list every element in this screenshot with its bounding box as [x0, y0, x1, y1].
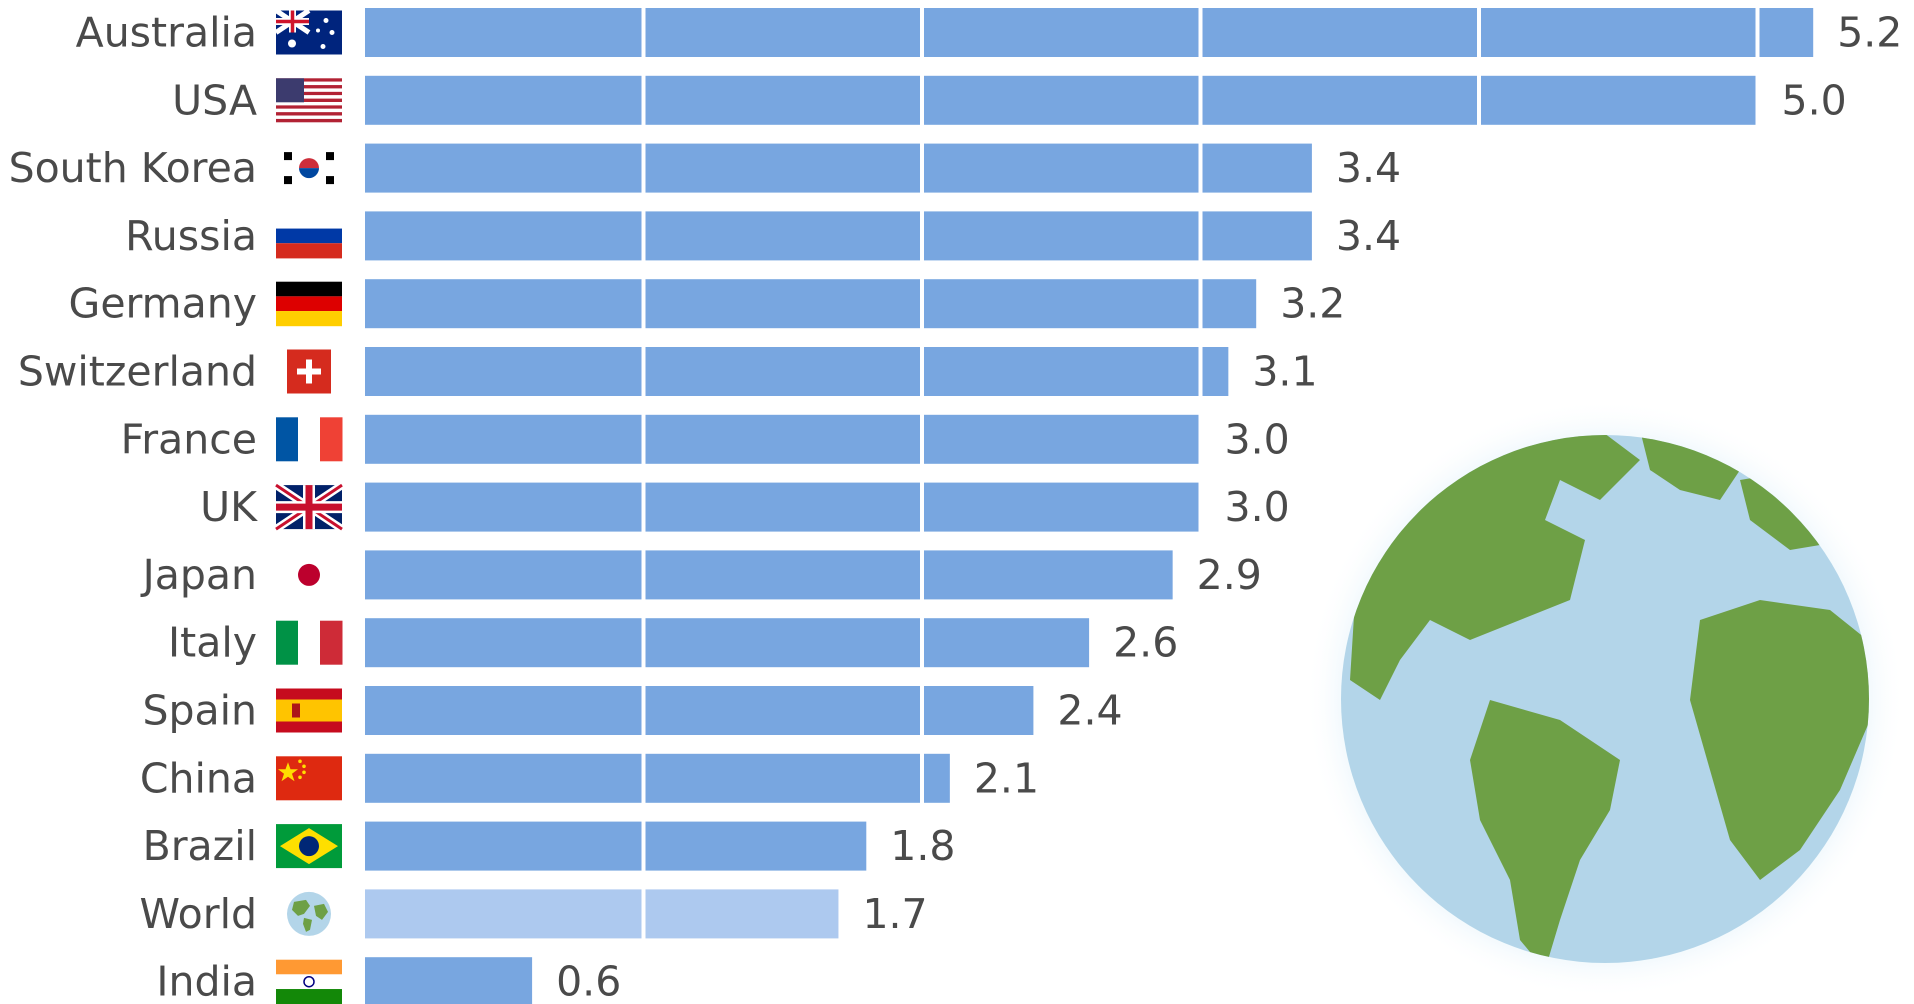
value-label: 2.4	[1057, 687, 1122, 735]
bar-usa	[365, 75, 1758, 125]
value-label: 3.0	[1225, 415, 1290, 463]
category-label: World	[140, 890, 258, 938]
bar-japan	[365, 550, 1173, 600]
category-label: China	[140, 754, 257, 802]
bar-india	[365, 957, 533, 1004]
brazil-flag-icon	[276, 824, 342, 869]
value-label: 3.4	[1336, 144, 1401, 192]
bar-world	[365, 889, 839, 939]
bar-australia	[365, 8, 1814, 57]
value-label: 3.2	[1280, 280, 1345, 328]
bar-spain	[365, 686, 1034, 735]
bar-france	[365, 414, 1201, 464]
category-label: Italy	[168, 619, 257, 667]
category-label: Australia	[76, 9, 257, 57]
category-label: France	[121, 415, 257, 463]
value-label: 3.1	[1252, 348, 1317, 396]
germany-flag-icon	[276, 281, 342, 327]
category-label: South Korea	[9, 144, 257, 192]
value-label: 1.7	[862, 890, 927, 938]
china-flag-icon	[276, 756, 342, 801]
category-label: Japan	[140, 551, 257, 599]
bar-uk	[365, 482, 1201, 532]
value-label: 1.8	[890, 822, 955, 870]
japan-flag-icon	[276, 552, 342, 597]
bar-china	[365, 753, 950, 803]
australia-flag-icon	[274, 8, 342, 55]
spain-flag-icon	[276, 688, 342, 733]
value-label: 2.1	[974, 754, 1039, 802]
world-globe-illustration	[1305, 399, 1905, 999]
value-label: 2.9	[1197, 551, 1262, 599]
category-label: Brazil	[143, 822, 257, 870]
category-label: India	[156, 958, 257, 1004]
category-label: Germany	[69, 280, 257, 328]
value-label: 0.6	[556, 958, 621, 1004]
category-label: UK	[200, 483, 258, 531]
category-label: Russia	[125, 212, 257, 260]
bar-switzerland	[365, 347, 1229, 396]
value-label: 5.0	[1782, 76, 1847, 124]
india-flag-icon	[276, 959, 342, 1004]
category-label: Switzerland	[18, 348, 257, 396]
value-label: 3.4	[1336, 212, 1401, 260]
category-label: USA	[172, 76, 257, 124]
bar-russia	[365, 211, 1312, 261]
value-label: 2.6	[1113, 619, 1178, 667]
bar-italy	[365, 618, 1090, 668]
bar-germany	[365, 279, 1257, 329]
usa-flag-icon	[276, 78, 342, 123]
switzerland-flag-icon	[276, 349, 342, 394]
bar-south-korea	[365, 143, 1312, 193]
russia-flag-icon	[276, 213, 342, 259]
uk-flag-icon	[273, 481, 345, 533]
value-label: 5.2	[1837, 9, 1902, 57]
bar-brazil	[365, 821, 867, 871]
value-label: 3.0	[1225, 483, 1290, 531]
france-flag-icon	[276, 417, 343, 462]
south-korea-flag-icon	[276, 146, 342, 191]
italy-flag-icon	[276, 620, 343, 665]
world-globe-icon	[287, 891, 331, 936]
category-label: Spain	[142, 687, 257, 735]
